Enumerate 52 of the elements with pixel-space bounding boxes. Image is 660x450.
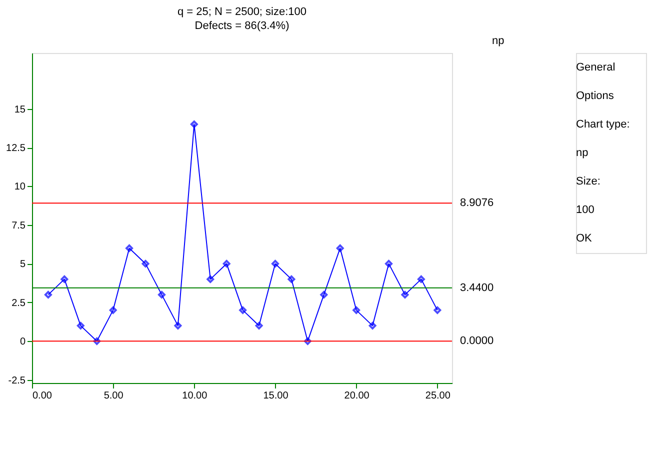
y-tick-label: 12.5 [6,143,26,154]
point [288,275,296,283]
point [320,290,328,298]
point [60,275,68,283]
y-tick-label: 15 [14,104,26,116]
point [417,275,425,283]
x-tick-label: 20.00 [344,390,370,402]
x-tick-label: 5.00 [104,390,124,402]
point [44,290,52,298]
text: OK [576,232,593,245]
chart-title: q = 25; N = 2500; size:100 [177,6,307,18]
point [158,290,166,298]
x-tick-label: 15.00 [263,390,289,402]
point [93,337,101,345]
y2-axis-title: np [492,35,504,47]
y-tick-label: -2.5 [8,375,26,386]
point [142,260,150,268]
y-tick-label: 2.5 [12,298,26,309]
point [434,306,442,314]
text: Options [576,90,614,102]
y-tick-label: 7.5 [12,220,26,232]
point [190,120,198,128]
chart-subtitle: Defects = 86(3.4%) [194,20,290,32]
text: np [576,147,588,159]
point [385,260,392,268]
y-tick-label: 10 [14,182,26,193]
ref-line-label: 0.0000 [460,335,494,348]
point [239,306,247,314]
text: General [576,61,616,74]
point [126,244,134,252]
y-tick-label: 0 [20,336,26,348]
point [272,260,279,268]
ref-line-label: 3.4400 [460,282,494,294]
text: Size: [576,176,600,188]
text: Chart type: [576,118,630,130]
point [109,306,117,314]
point [401,290,409,298]
x-tick-label: 10.00 [182,390,208,402]
y-tick-label: 5 [20,259,26,270]
text: 100 [576,204,594,216]
point [222,260,230,268]
point [206,275,214,283]
point [304,337,312,345]
point [174,322,182,330]
ref-line-label: 8.9076 [460,197,494,210]
point [255,322,263,330]
x-tick-label: 25.00 [425,390,451,402]
point [368,322,376,330]
point [336,244,344,252]
x-tick-label: 0.00 [32,390,52,402]
point [76,322,84,330]
point [352,306,360,314]
